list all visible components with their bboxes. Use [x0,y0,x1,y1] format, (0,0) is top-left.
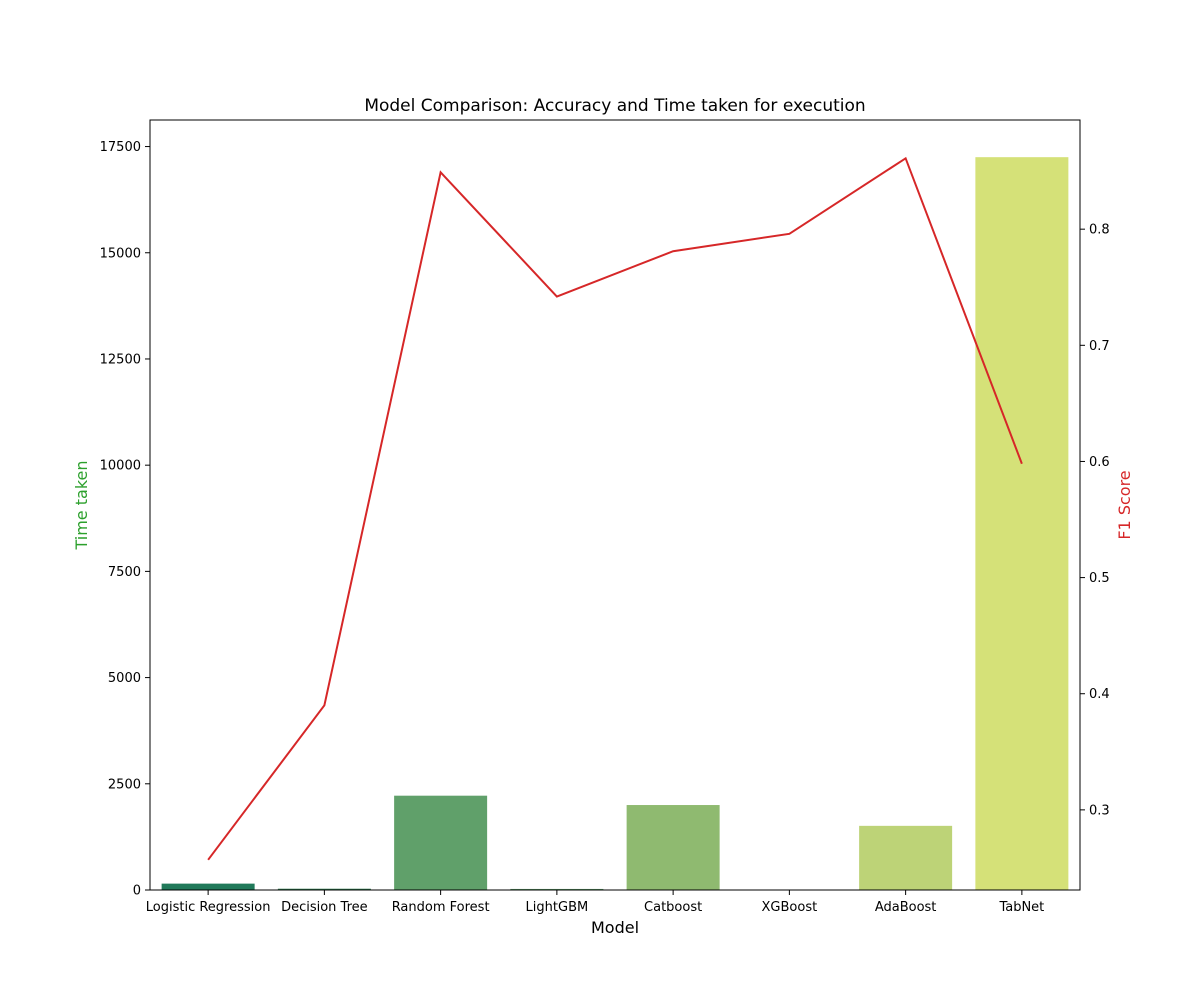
left-axis-ticks: 0 2500 5000 7500 10000 12500 15000 17500 [100,140,150,899]
right-axis-ticks: 0.3 0.4 0.5 0.6 0.7 0.8 [1080,223,1110,818]
y-tick-label: 15000 [100,246,141,261]
x-tick-label: Decision Tree [281,900,368,915]
bar-catboost [626,805,720,890]
chart-title: Model Comparison: Accuracy and Time take… [364,96,865,116]
x-tick-label: TabNet [998,900,1044,915]
y2-tick-label: 0.3 [1089,803,1110,818]
y-tick-label: 10000 [100,459,141,474]
y2-tick-label: 0.5 [1089,571,1110,586]
bar-decision-tree [277,888,371,890]
x-tick-label: LightGBM [526,900,589,915]
y2-tick-label: 0.7 [1089,339,1110,354]
y-tick-label: 17500 [100,140,141,155]
y-tick-label: 5000 [108,671,141,686]
x-tick-label: XGBoost [762,900,818,915]
y-axis-title: Time taken [72,461,91,551]
plot-frame [149,119,1081,891]
bar-lightgbm [510,888,604,890]
x-tick-label: Catboost [644,900,702,915]
x-axis-ticks: Logistic Regression Decision Tree Random F… [146,890,1044,915]
y-tick-label: 12500 [100,352,141,367]
y-tick-label: 0 [133,884,141,899]
bar-random-forest [394,795,488,890]
y-tick-label: 2500 [108,777,141,792]
f1-score-line [207,156,1023,861]
y-tick-label: 7500 [108,565,141,580]
x-tick-label: Random Forest [392,900,490,915]
x-tick-label: Logistic Regression [146,900,271,915]
bars-layer [161,157,1069,890]
bar-tabnet [975,157,1069,890]
x-axis-title: Model [591,918,639,937]
y2-tick-label: 0.4 [1089,687,1110,702]
line-layer [207,156,1023,861]
x-tick-label: AdaBoost [875,900,937,915]
y2-tick-label: 0.8 [1089,223,1110,238]
bar-adaboost [859,825,953,890]
bar-logistic-regression [161,883,255,890]
y2-tick-label: 0.6 [1089,455,1110,470]
y2-axis-title: F1 Score [1115,470,1134,539]
